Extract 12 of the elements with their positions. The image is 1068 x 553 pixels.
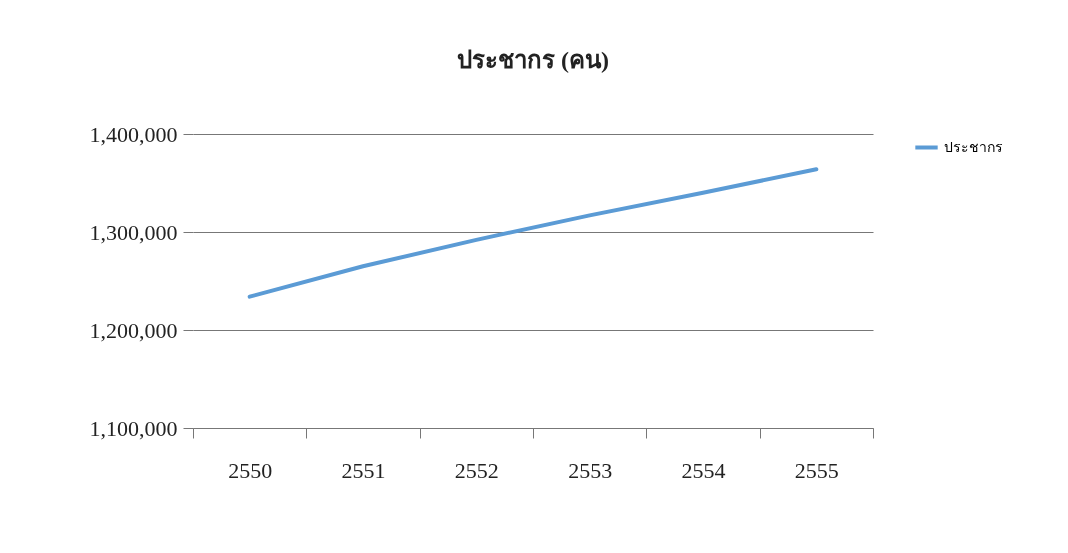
y-tick-label: 1,400,000 [89,121,178,147]
x-tick-label: 2552 [454,457,499,483]
y-tick-label: 1,300,000 [89,219,178,245]
x-tick-label: 2551 [341,457,386,483]
legend-label: ประชากร [944,138,1003,155]
x-tick-label: 2555 [794,457,839,483]
x-tick-label: 2553 [568,457,613,483]
x-tick-label: 2550 [228,457,273,483]
y-tick-label: 1,100,000 [89,415,178,441]
y-tick-label: 1,200,000 [89,317,178,343]
chart-title: ประชากร (คน) [457,47,609,73]
x-tick-label: 2554 [681,457,726,483]
